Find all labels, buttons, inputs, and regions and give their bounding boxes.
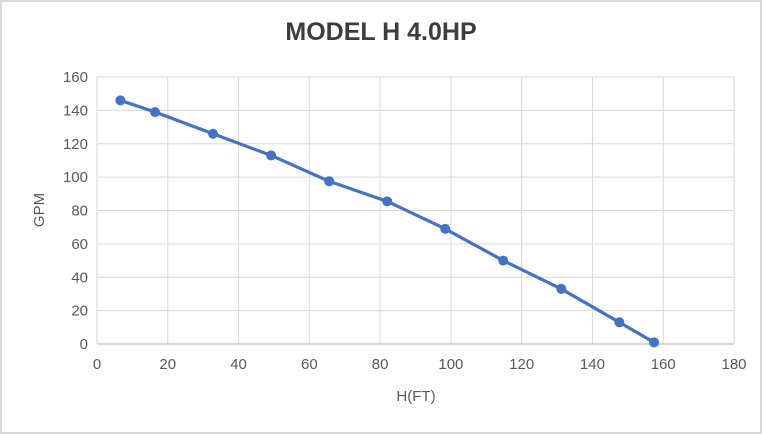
data-point-marker [324,176,335,187]
x-tick-label: 180 [721,356,746,373]
data-point-marker [150,107,161,118]
tick-labels: 0 20 40 60 80 100 120 140 160 180 0 20 40 60 80 100 120 1… [63,69,747,373]
x-tick-label: 60 [301,356,318,373]
y-tick-label: 140 [63,102,88,119]
x-tick-label: 0 [93,356,101,373]
data-point-marker [614,317,625,328]
y-tick-label: 160 [63,69,88,86]
data-point-marker [440,223,451,234]
gridlines [96,76,735,344]
y-tick-label: 80 [71,203,88,220]
y-tick-label: 0 [80,336,88,353]
y-axis-title: GPM [31,193,48,227]
x-tick-label: 160 [651,356,676,373]
data-point-marker [266,150,277,161]
x-tick-label: 120 [509,356,534,373]
data-point-marker [208,128,219,139]
data-point-marker [498,255,509,266]
data-point-marker [556,283,567,294]
data-point-marker [649,337,660,348]
x-tick-label: 20 [159,356,176,373]
x-axis-title: H(FT) [396,388,435,405]
y-tick-label: 100 [63,169,88,186]
chart-title: MODEL H 4.0HP [285,18,476,46]
y-tick-label: 20 [71,303,88,320]
data-point-marker [115,95,126,106]
x-tick-label: 80 [372,356,389,373]
data-series [115,95,660,348]
data-point-marker [382,196,393,207]
x-tick-label: 140 [580,356,605,373]
x-tick-label: 100 [438,356,463,373]
series-line [118,98,656,344]
x-tick-label: 40 [230,356,247,373]
y-tick-label: 40 [71,269,88,286]
y-tick-label: 120 [63,136,88,153]
y-tick-label: 60 [71,236,88,253]
